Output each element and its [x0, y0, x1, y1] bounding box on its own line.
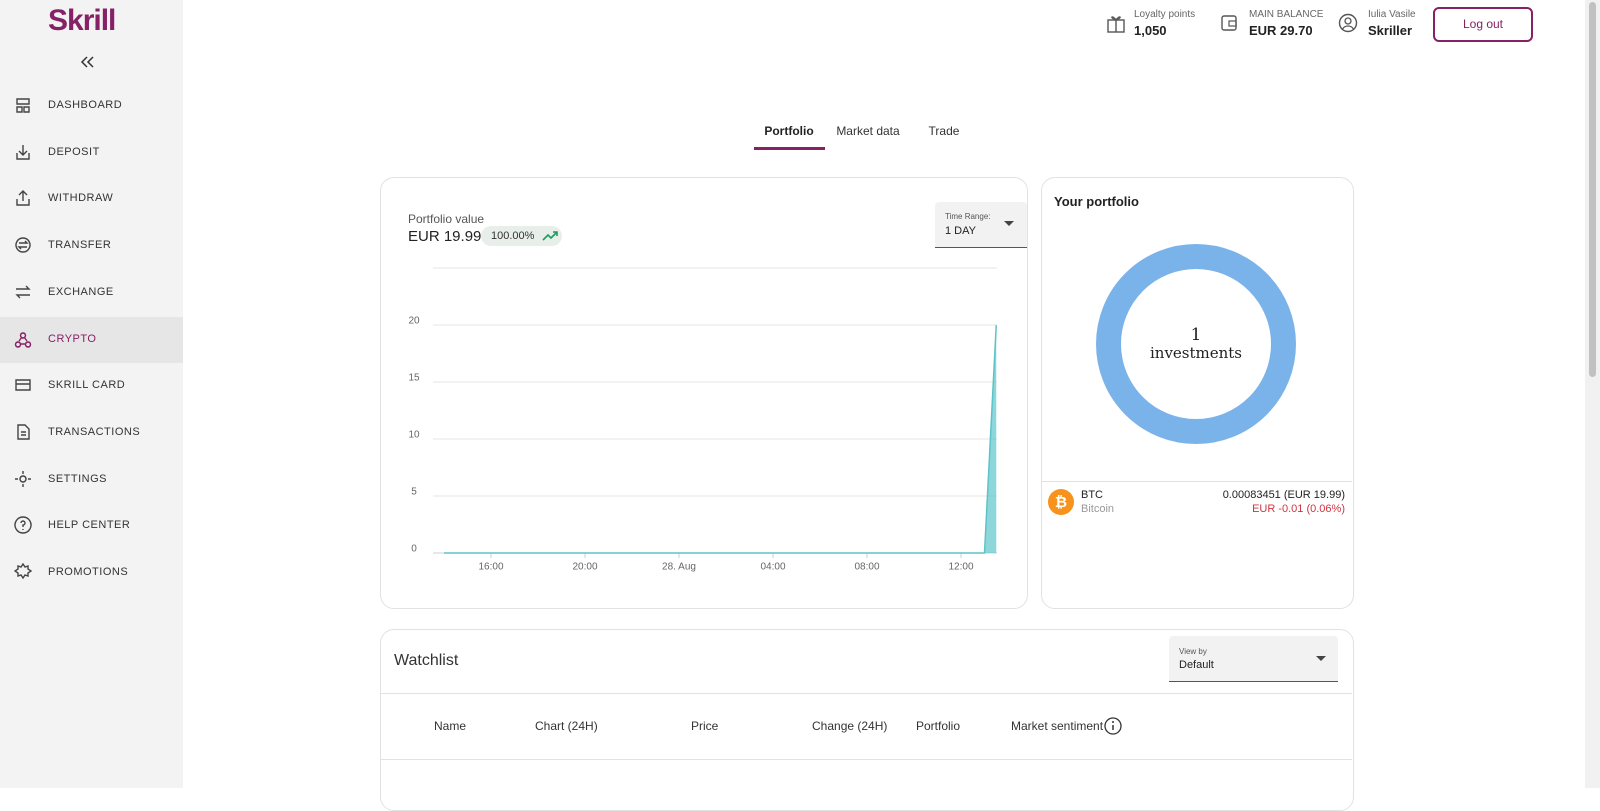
change-badge: 100.00% [481, 226, 563, 246]
nav-item[interactable]: SKRILL CARD [0, 363, 183, 409]
column-header: Price [691, 719, 719, 733]
nav-icon [14, 331, 32, 348]
donut [1096, 244, 1296, 444]
asset-name: Bitcoin [1081, 503, 1115, 515]
time-range-label: Time Range: [945, 212, 991, 221]
view-by-label: View by [1179, 647, 1207, 656]
dropdown-arrow [1316, 656, 1326, 661]
nav-label: PROMOTIONS [48, 566, 129, 578]
nav-label: SKRILL CARD [48, 379, 126, 392]
gift-icon [1107, 16, 1125, 33]
your-portfolio-title: Your portfolio [1054, 194, 1139, 209]
portfolio-label: Portfolio value [408, 212, 485, 226]
nav-item[interactable]: DASHBOARD [0, 83, 183, 129]
investment-label: investments [1149, 344, 1243, 362]
svg-text:₿: ₿ [1055, 493, 1067, 511]
watchlist-title: Watchlist [394, 652, 459, 669]
nav-item[interactable]: EXCHANGE [0, 270, 183, 316]
nav-icon [17, 424, 30, 440]
scrollbar-thumb[interactable] [1589, 2, 1596, 377]
tab[interactable]: Trade [928, 124, 960, 138]
nav-label: WITHDRAW [48, 192, 114, 205]
collapse-icon[interactable] [80, 56, 94, 68]
nav-item[interactable]: SETTINGS [0, 457, 183, 503]
logout-button[interactable]: Log out [1433, 7, 1533, 42]
nav-item[interactable]: TRANSACTIONS [0, 410, 183, 456]
view-by-select[interactable] [1169, 636, 1338, 682]
time-range-value: 1 DAY [945, 225, 976, 237]
nav-label: HELP CENTER [48, 519, 131, 532]
nav-icon [16, 190, 30, 207]
nav-label: DASHBOARD [48, 99, 123, 111]
btc-icon: ₿ [1048, 489, 1074, 515]
nav-label: SETTINGS [48, 472, 108, 485]
scrollbar[interactable] [1585, 0, 1600, 788]
nav-icon [14, 563, 33, 580]
nav-item[interactable]: HELP CENTER [0, 503, 183, 549]
loyalty-value: 1,050 [1134, 23, 1167, 38]
user-icon [1338, 13, 1358, 33]
nav-label: EXCHANGE [48, 285, 114, 298]
nav-item[interactable]: DEPOSIT [0, 130, 183, 176]
asset-change: EUR -0.01 (0.06%) [1252, 503, 1345, 515]
time-range-select[interactable] [935, 202, 1027, 248]
column-header: Market sentiment [1011, 719, 1104, 733]
nav-icon [15, 237, 31, 253]
loyalty-label: Loyalty points [1134, 9, 1196, 20]
nav-item[interactable]: PROMOTIONS [0, 550, 183, 596]
nav-icon [16, 144, 30, 160]
balance-label: MAIN BALANCE [1249, 9, 1324, 20]
divider [381, 759, 1352, 760]
logo[interactable]: Skrill [48, 4, 116, 37]
view-by-value: Default [1179, 659, 1214, 671]
tab-indicator [754, 147, 825, 150]
user-name: Iulia Vasile [1368, 9, 1416, 20]
nav-label: DEPOSIT [48, 145, 100, 158]
divider [1042, 481, 1352, 482]
investment-count: 1 [1190, 325, 1202, 345]
user-status: Skriller [1368, 23, 1413, 38]
column-header: Change (24H) [812, 719, 888, 733]
nav-icon [15, 379, 31, 391]
nav-item[interactable]: CRYPTO [0, 316, 183, 363]
nav-icon [14, 516, 32, 534]
nav-icon [15, 285, 31, 299]
wallet-icon [1221, 15, 1237, 31]
trend-icon [542, 231, 558, 241]
column-header: Chart (24H) [535, 719, 598, 733]
nav-label: TRANSACTIONS [48, 425, 141, 438]
nav-item[interactable]: WITHDRAW [0, 176, 183, 222]
nav-icon [15, 470, 31, 487]
portfolio-value: EUR 19.99 [408, 228, 482, 245]
nav-item[interactable]: TRANSFER [0, 223, 183, 269]
nav-icon [16, 98, 30, 113]
balance-value: EUR 29.70 [1249, 23, 1313, 38]
tab[interactable]: Market data [836, 124, 900, 138]
asset-symbol: BTC [1081, 489, 1103, 501]
dropdown-arrow [1004, 221, 1014, 226]
info-icon[interactable] [1104, 717, 1122, 735]
sidebar: Skrill DASHBOARD DEPOSIT WITHDRAW TRANSFER E… [0, 0, 183, 788]
nav-label: TRANSFER [48, 239, 112, 252]
asset-amount: 0.00083451 (EUR 19.99) [1222, 489, 1345, 501]
divider [381, 693, 1352, 694]
column-header: Portfolio [916, 719, 961, 733]
tab[interactable]: Portfolio [764, 124, 814, 138]
nav-label: CRYPTO [48, 332, 97, 345]
column-header: Name [434, 719, 467, 733]
